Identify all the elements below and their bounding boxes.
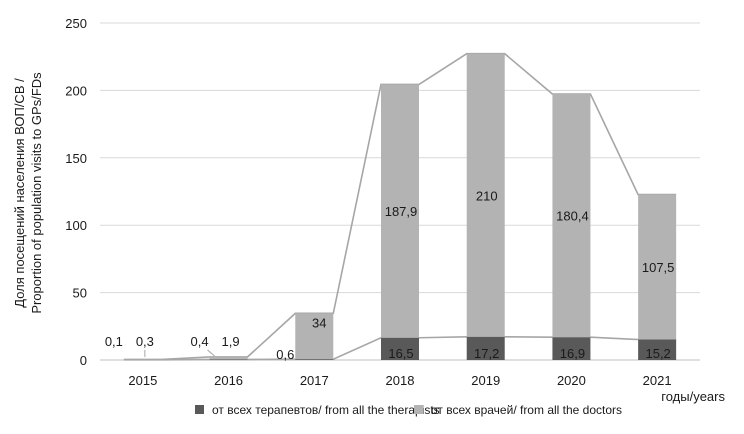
x-tick-label: 2019 bbox=[471, 373, 500, 388]
x-tick-label: 2018 bbox=[386, 373, 415, 388]
data-label-doctors: 0,3 bbox=[136, 334, 154, 349]
x-tick-label: 2016 bbox=[214, 373, 243, 388]
data-label-doctors: 1,9 bbox=[222, 334, 240, 349]
data-label-therapists: 0,1 bbox=[105, 334, 123, 349]
bar-therapists bbox=[295, 359, 334, 360]
y-tick-label: 250 bbox=[65, 16, 87, 31]
data-label-therapists: 0,6 bbox=[276, 347, 294, 362]
data-label-doctors: 107,5 bbox=[642, 260, 675, 275]
bar-therapists bbox=[466, 336, 505, 360]
leader-line bbox=[207, 349, 215, 357]
bar-doctors bbox=[209, 356, 248, 360]
y-axis-label-line-2: Proportion of population visits to GPs/F… bbox=[29, 72, 44, 314]
y-axis-label-line-1: Доля посещений населения ВОП/СВ / bbox=[12, 78, 27, 308]
y-tick-label: 0 bbox=[80, 353, 87, 368]
bar-therapists bbox=[209, 359, 248, 360]
data-label-doctors: 187,9 bbox=[385, 204, 418, 219]
data-label-therapists: 15,2 bbox=[645, 346, 670, 361]
bar-therapists bbox=[552, 337, 591, 360]
bar-therapists bbox=[381, 337, 419, 360]
legend-swatch-doctors bbox=[414, 405, 423, 414]
y-tick-label: 50 bbox=[73, 286, 87, 301]
bar-doctors bbox=[295, 313, 334, 360]
data-label-doctors: 180,4 bbox=[556, 209, 589, 224]
x-tick-label: 2021 bbox=[643, 373, 672, 388]
bar-therapists bbox=[638, 339, 677, 360]
x-tick-label: 2017 bbox=[300, 373, 329, 388]
data-label-therapists: 0,4 bbox=[191, 334, 209, 349]
data-labels: 0,1 0,3 0,4 1,9 0,6 34 16,5 187,9 17,2 210 16,9 180… bbox=[105, 188, 675, 362]
data-label-doctors: 210 bbox=[476, 188, 498, 203]
y-tick-label: 100 bbox=[65, 218, 87, 233]
x-axis-label: годы/years bbox=[661, 389, 725, 404]
bars bbox=[123, 53, 677, 360]
bar-doctors bbox=[552, 94, 591, 338]
bar-doctors bbox=[466, 53, 505, 337]
data-label-therapists: 16,5 bbox=[388, 346, 413, 361]
data-label-doctors: 34 bbox=[312, 315, 326, 330]
x-tick-label: 2020 bbox=[557, 373, 586, 388]
legend: от всех терапевтов/ from all the therapi… bbox=[195, 403, 622, 417]
legend-swatch-therapists bbox=[195, 405, 204, 414]
y-axis-ticks: 0 50 100 150 200 250 bbox=[65, 16, 87, 368]
legend-label-therapists: от всех терапевтов/ from all the therapi… bbox=[212, 403, 440, 417]
bar-doctors bbox=[381, 84, 419, 338]
data-label-therapists: 17,2 bbox=[474, 346, 499, 361]
legend-label-doctors: от всех врачей/ from all the doctors bbox=[431, 403, 622, 417]
x-tick-label: 2015 bbox=[128, 373, 157, 388]
x-axis-ticks: 2015 2016 2017 2018 2019 2020 2021 bbox=[128, 373, 671, 388]
y-tick-label: 150 bbox=[65, 151, 87, 166]
y-tick-label: 200 bbox=[65, 83, 87, 98]
bar-doctors bbox=[638, 194, 677, 340]
data-label-therapists: 16,9 bbox=[560, 346, 585, 361]
